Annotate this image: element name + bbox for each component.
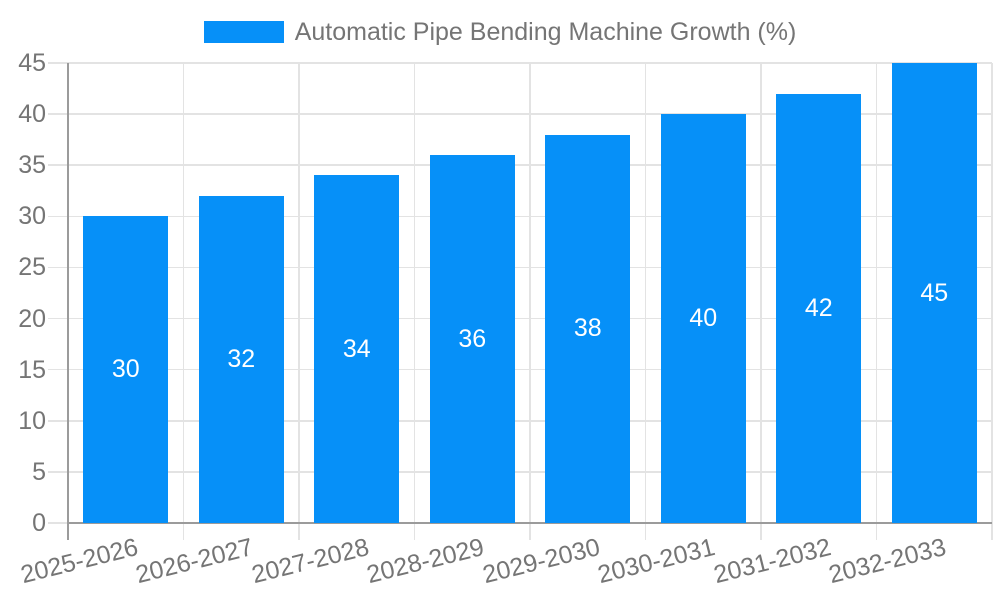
h-gridline (48, 215, 992, 218)
h-gridline (48, 164, 992, 166)
bar-value-label: 42 (804, 293, 833, 322)
v-gridline (644, 63, 647, 540)
x-axis-line (68, 522, 992, 524)
v-gridline (298, 63, 300, 540)
y-tick-label: 0 (32, 509, 46, 537)
legend-swatch-icon (203, 21, 284, 43)
bar-value-label: 32 (227, 344, 256, 373)
v-gridline (760, 63, 762, 540)
bar-value-label: 40 (689, 304, 718, 333)
bar[interactable]: 32 (198, 195, 284, 523)
y-tick-label: 45 (18, 49, 46, 77)
legend-item[interactable]: Automatic Pipe Bending Machine Growth (%… (0, 17, 1000, 47)
bar[interactable]: 38 (545, 134, 631, 523)
v-gridline (875, 63, 878, 540)
bar-value-label: 45 (920, 278, 949, 307)
bar[interactable]: 36 (429, 155, 515, 523)
h-gridline (48, 317, 992, 320)
h-gridline (48, 113, 992, 115)
bar[interactable]: 30 (83, 216, 169, 523)
y-tick-label: 20 (18, 304, 46, 333)
bar[interactable]: 40 (660, 114, 746, 523)
y-tick-label: 40 (18, 100, 46, 129)
bar[interactable]: 45 (891, 63, 977, 523)
v-gridline (529, 63, 531, 540)
v-gridline (182, 63, 185, 540)
y-tick-label: 10 (18, 406, 46, 435)
h-gridline (48, 420, 992, 422)
v-gridline (991, 63, 993, 540)
y-tick-label: 30 (18, 202, 46, 231)
y-tick-label: 25 (18, 253, 46, 282)
bar[interactable]: 42 (776, 93, 862, 523)
bar-value-label: 30 (111, 355, 140, 384)
legend-label: Automatic Pipe Bending Machine Growth (%… (294, 17, 797, 46)
h-gridline (48, 62, 992, 64)
y-tick-label: 5 (32, 457, 46, 486)
y-axis-line (67, 63, 69, 540)
h-gridline (48, 368, 992, 371)
v-gridline (413, 63, 416, 540)
y-tick-label: 35 (18, 151, 46, 180)
bar-value-label: 34 (342, 334, 371, 363)
h-gridline (48, 266, 992, 269)
bar[interactable]: 34 (314, 175, 400, 523)
h-gridline (48, 471, 992, 473)
bar-value-label: 36 (458, 324, 487, 353)
bar-value-label: 38 (573, 314, 602, 343)
y-tick-label: 15 (18, 355, 46, 384)
